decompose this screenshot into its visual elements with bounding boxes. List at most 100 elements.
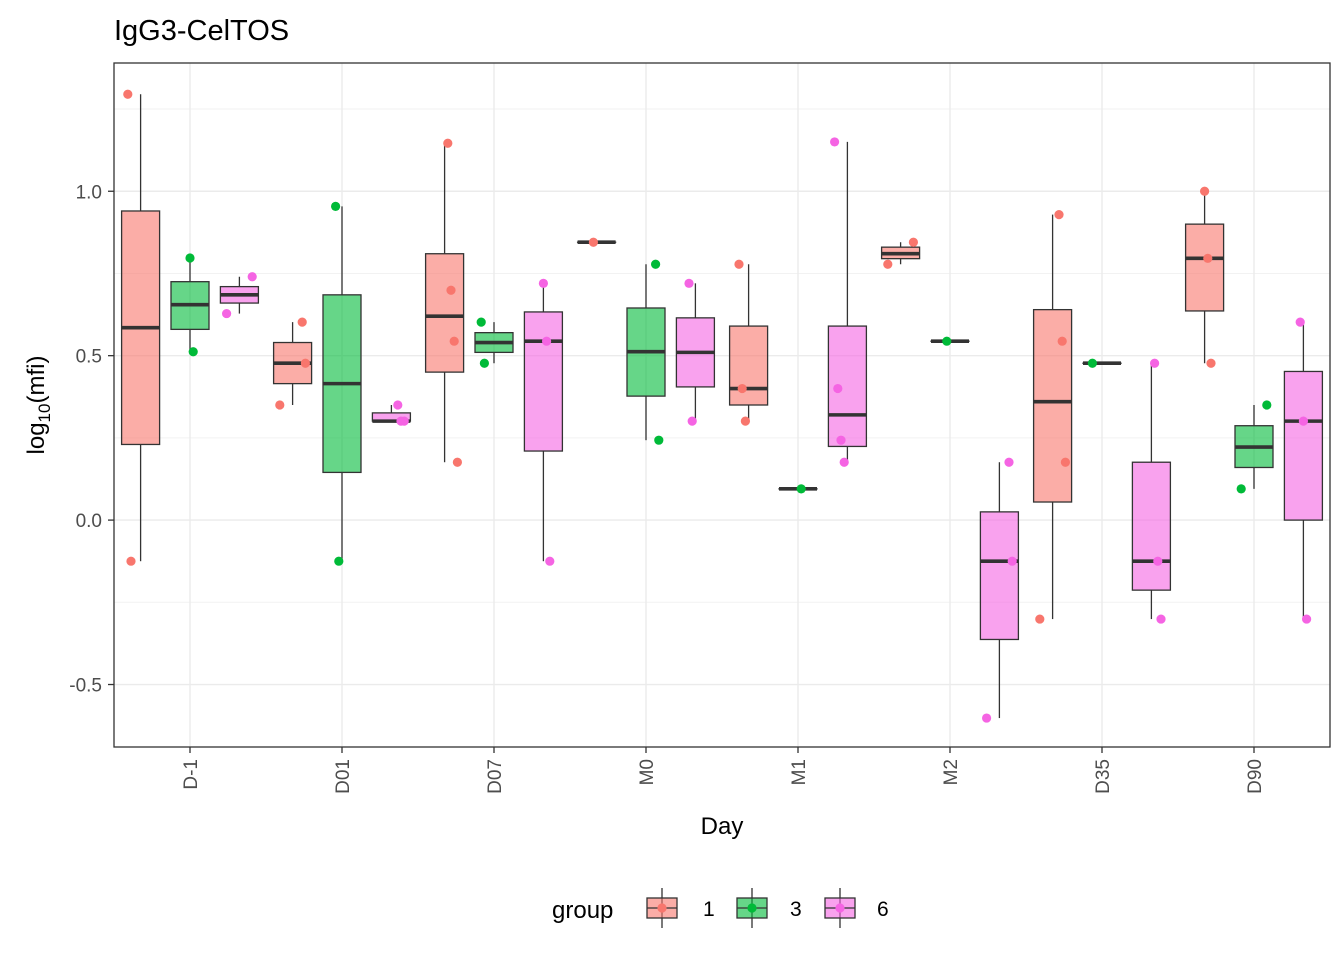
x-tick-label: D-1 [181, 759, 202, 790]
point-1 [1057, 336, 1067, 346]
y-tick-label: 1.0 [76, 182, 102, 203]
legend-key-6: 6 [824, 888, 889, 928]
boxplot-1-M1 [728, 264, 769, 422]
boxplot-3-D-1 [170, 258, 210, 352]
point-1 [1060, 457, 1070, 467]
legend-key-1: 1 [646, 888, 715, 928]
point-1 [1206, 358, 1216, 368]
major-gridlines [114, 63, 1330, 747]
point-1 [452, 457, 462, 467]
box [523, 311, 564, 452]
legend-point [657, 903, 667, 913]
point-6 [545, 556, 555, 566]
data-points [123, 89, 1312, 723]
boxplot-1-D07 [424, 143, 465, 463]
boxplot-6-M0 [675, 283, 716, 422]
x-tick-label: M2 [941, 759, 962, 785]
point-6 [836, 435, 846, 445]
x-axis-ticks: D-1 D01 D07 M0 M1 M2 D35 D90 [181, 747, 1266, 794]
x-tick-label: D35 [1093, 759, 1114, 794]
point-1 [1054, 209, 1064, 220]
point-6 [1150, 358, 1160, 368]
x-tick-label: D01 [333, 759, 354, 794]
point-6 [1302, 614, 1312, 624]
point-1 [1035, 614, 1045, 624]
boxplot-6-M2 [979, 462, 1020, 719]
point-1 [883, 259, 893, 269]
point-1 [449, 336, 459, 346]
y-axis-label: log10(mfi) [23, 356, 54, 455]
point-3 [1087, 358, 1097, 368]
point-6 [982, 713, 992, 723]
box [1283, 370, 1324, 521]
point-1 [275, 400, 285, 410]
y-axis-label-arg: (mfi) [23, 356, 50, 404]
point-1 [740, 416, 751, 426]
point-6 [684, 278, 694, 288]
point-6 [1007, 556, 1017, 566]
chart-title: IgG3-CelTOS [114, 15, 289, 47]
point-1 [446, 285, 456, 295]
point-6 [1153, 556, 1163, 566]
legend-point [835, 903, 845, 913]
point-3 [796, 484, 806, 494]
point-1 [126, 556, 136, 566]
y-axis-ticks: -0.5 0.0 0.5 1.0 [69, 182, 114, 697]
box [1131, 461, 1172, 591]
point-6 [1298, 416, 1308, 426]
y-axis-label-base: log [23, 422, 50, 454]
y-tick-label: -0.5 [69, 676, 102, 697]
point-3 [651, 259, 661, 269]
boxplot-6-D90 [1283, 322, 1324, 620]
legend-key-3: 3 [736, 888, 802, 928]
boxplot-3-D07 [474, 322, 514, 364]
y-tick-label: 0.5 [76, 347, 102, 368]
x-axis-label: Day [701, 813, 744, 840]
point-1 [297, 317, 307, 327]
box [728, 325, 769, 406]
box [979, 511, 1020, 641]
point-1 [1200, 186, 1210, 196]
point-3 [334, 556, 344, 566]
legend: group 1 3 6 [552, 888, 889, 928]
boxplot-1-M2 [880, 242, 921, 265]
point-3 [1262, 400, 1272, 410]
point-6 [542, 336, 552, 346]
legend-point [747, 903, 757, 913]
point-3 [942, 336, 952, 346]
minor-gridlines [114, 108, 1330, 603]
point-1 [1203, 253, 1213, 263]
legend-label-3: 3 [790, 898, 802, 921]
point-1 [908, 237, 919, 247]
point-6 [393, 400, 403, 410]
point-6 [839, 457, 849, 467]
panel-border [113, 62, 1331, 748]
boxplot-1-D90 [1184, 191, 1225, 364]
point-3 [654, 435, 664, 445]
boxplot-6-D35 [1131, 363, 1172, 620]
box [1184, 223, 1225, 312]
point-6 [399, 416, 409, 426]
y-axis-label-subscript: 10 [35, 404, 54, 423]
point-6 [222, 308, 232, 319]
boxplot-6-D-1 [219, 276, 260, 314]
plot-panel [114, 63, 1330, 747]
point-3 [476, 317, 486, 327]
point-3 [479, 358, 489, 368]
boxplot-3-M0 [626, 264, 666, 441]
point-1 [737, 383, 747, 394]
point-6 [830, 137, 840, 147]
x-tick-label: D90 [1245, 759, 1266, 794]
point-6 [1156, 614, 1166, 624]
x-tick-label: D07 [485, 759, 506, 794]
boxplot-1-D-1 [120, 94, 161, 562]
point-6 [1295, 317, 1305, 327]
point-6 [1004, 457, 1014, 467]
legend-label-6: 6 [877, 898, 889, 921]
point-3 [331, 201, 341, 211]
point-1 [443, 138, 453, 148]
boxplot-3-D01 [322, 206, 362, 562]
boxplot-6-D07 [523, 283, 564, 562]
box [424, 253, 465, 373]
